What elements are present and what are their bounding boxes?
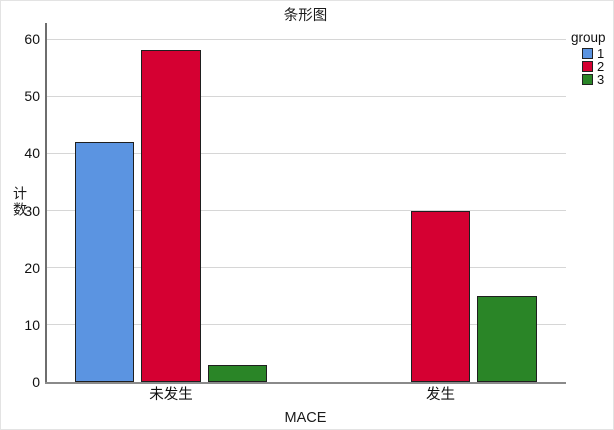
legend-item-1: 1 [582, 46, 606, 61]
x-axis-line [45, 382, 566, 384]
legend-label: 3 [597, 72, 605, 87]
y-tick-label: 20 [24, 259, 40, 276]
x-tick-label: 发生 [426, 387, 455, 403]
legend-item-2: 2 [582, 59, 606, 74]
legend-item-3: 3 [582, 72, 606, 87]
gridline [45, 152, 566, 154]
legend-label: 1 [597, 46, 605, 61]
gridline [45, 210, 566, 211]
y-tick-label: 60 [24, 31, 40, 47]
x-axis-title: MACE [284, 410, 327, 426]
y-tick-label: 0 [32, 374, 40, 390]
y-axis-line [45, 23, 47, 382]
bar-group-3-未发生 [207, 364, 268, 382]
gridline [45, 324, 566, 326]
legend-swatch-icon [582, 74, 593, 85]
bar-group-1-未发生 [74, 141, 135, 382]
y-tick-label: 10 [24, 316, 40, 333]
chart-title: 条形图 [283, 8, 328, 24]
y-axis-title: 计数 [12, 186, 28, 218]
bar-group-3-发生 [477, 296, 537, 382]
x-tick-label: 未发生 [149, 387, 193, 403]
gridline [45, 38, 566, 40]
bar-group-2-未发生 [141, 50, 201, 382]
legend-swatch-icon [582, 48, 593, 59]
gridline [45, 267, 566, 269]
legend-swatch-icon [582, 61, 593, 72]
y-tick-label: 30 [24, 202, 40, 219]
legend-label: 2 [597, 59, 605, 74]
legend-title: group [571, 30, 606, 45]
gridline [45, 95, 566, 97]
y-tick-label: 50 [24, 88, 40, 105]
bar-group-2-发生 [410, 210, 471, 382]
y-tick-label: 40 [24, 145, 40, 162]
